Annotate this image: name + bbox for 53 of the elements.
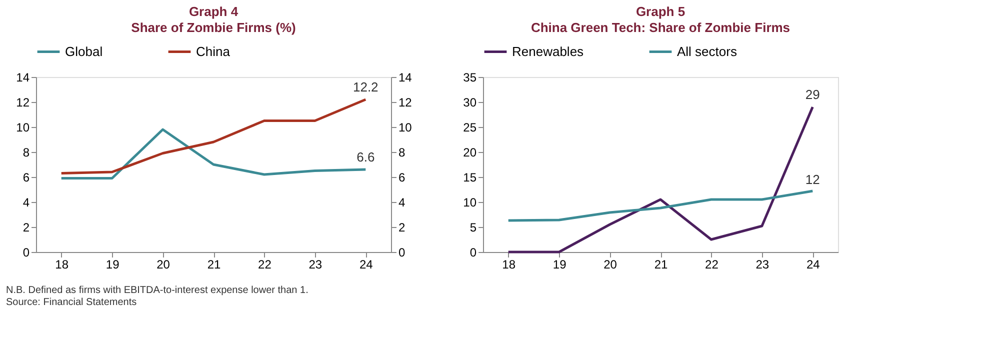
x-tick-label: 24: [806, 258, 820, 272]
x-tick-label: 23: [308, 258, 322, 272]
y-tick-label: 4: [22, 196, 30, 210]
x-tick-label: 21: [654, 258, 668, 272]
chart-title: Graph 4: [188, 4, 239, 19]
x-tick-label: 19: [106, 258, 120, 272]
y2-tick-label: 14: [398, 70, 412, 84]
y-tick-label: 12: [16, 96, 30, 110]
legend-label: China: [196, 44, 231, 59]
y-tick-label: 0: [22, 246, 30, 260]
text: N.B. Defined as firms with EBITDA-to-interest expense lower than 1.: [6, 285, 308, 296]
x-tick-label: 18: [55, 258, 69, 272]
x-tick-label: 19: [552, 258, 567, 272]
chart-subtitle: Share of Zombie Firms (%): [131, 20, 296, 35]
y-tick-label: 0: [470, 246, 477, 260]
y-tick-label: 2: [22, 220, 30, 234]
y2-tick-label: 6: [398, 170, 406, 184]
x-tick-label: 20: [604, 258, 618, 272]
y2-tick-label: 10: [398, 120, 412, 134]
y2-tick-label: 2: [398, 220, 406, 234]
y2-tick-label: 0: [398, 246, 406, 260]
chart-subtitle: China Green Tech: Share of Zombie Firms: [530, 20, 790, 35]
y-tick-label: 10: [463, 196, 477, 210]
legend-label: All sectors: [677, 44, 738, 59]
annotation: 6.6: [356, 150, 375, 164]
y-tick-label: 8: [22, 146, 30, 160]
y-tick-label: 15: [463, 170, 477, 184]
y2-tick-label: 4: [398, 196, 406, 210]
annotation: 12: [805, 172, 820, 187]
y-tick-label: 10: [16, 120, 30, 134]
source-note: Source: Financial Statements: [6, 297, 137, 308]
x-tick-label: 22: [258, 258, 272, 272]
y-tick-label: 6: [22, 170, 30, 184]
x-tick-label: 20: [156, 258, 170, 272]
y-tick-label: 30: [463, 96, 477, 110]
x-tick-label: 23: [756, 258, 770, 272]
x-tick-label: 18: [502, 258, 516, 272]
y-tick-label: 25: [463, 120, 477, 134]
x-tick-label: 21: [207, 258, 221, 272]
x-tick-label: 24: [359, 258, 374, 272]
annotation: 29: [805, 87, 820, 102]
y2-tick-label: 12: [398, 96, 412, 110]
legend-label: Global: [65, 44, 103, 59]
y-tick-label: 5: [470, 220, 477, 234]
annotation: 12.2: [352, 80, 378, 94]
y-tick-label: 35: [463, 70, 477, 84]
legend-label: Renewables: [512, 44, 584, 59]
line-series: [507, 190, 814, 222]
y2-tick-label: 8: [398, 146, 406, 160]
y-tick-label: 14: [16, 70, 30, 84]
y-tick-label: 20: [463, 146, 477, 160]
chart-title: Graph 5: [636, 4, 686, 19]
x-tick-label: 22: [705, 258, 719, 272]
